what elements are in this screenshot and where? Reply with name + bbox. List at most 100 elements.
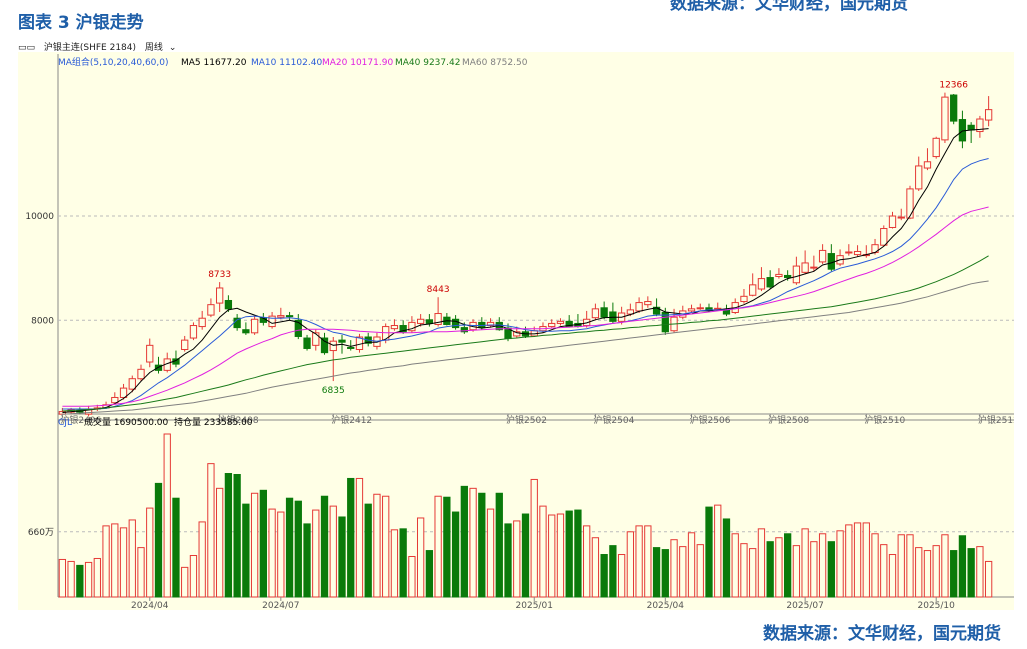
candle-body (906, 188, 914, 219)
volume-bar (984, 560, 993, 598)
price-x-tick-label: 沪银2510 (864, 414, 905, 426)
candle-body (250, 318, 259, 334)
volume-bar (390, 529, 399, 598)
volume-bar (687, 532, 696, 598)
candle-body (714, 307, 722, 310)
layout-icon[interactable]: ▭▭ (18, 43, 36, 53)
candle-body (652, 306, 661, 315)
volume-bar (486, 508, 495, 598)
price-annotation: 12366 (939, 81, 968, 91)
volume-bar (443, 496, 451, 598)
volume-bar (434, 495, 442, 598)
volume-bar (801, 528, 809, 598)
volume-bar (181, 566, 189, 598)
candle-body (792, 265, 801, 284)
instrument-label[interactable]: 沪银主连(SHFE 2184) (43, 43, 137, 53)
oi-legend: 持仓量 233585.00 (174, 416, 253, 428)
volume-bar (207, 463, 215, 598)
candle-body (548, 322, 556, 328)
candle-body (775, 273, 783, 278)
candle-body (198, 317, 206, 328)
volume-bar (574, 509, 582, 598)
volume-bar (818, 533, 827, 598)
candle-body (818, 249, 827, 263)
volume-bar (329, 505, 337, 598)
volume-bar (976, 546, 984, 598)
volume-bar (320, 495, 329, 598)
volume-bar (810, 541, 818, 598)
volume-bar (871, 533, 879, 598)
candle-body (451, 318, 460, 329)
volume-bar (661, 549, 669, 598)
volume-bar (216, 487, 224, 598)
volume-bar (845, 524, 853, 598)
volume-bar (923, 550, 932, 598)
volume-bar (312, 509, 320, 598)
volume-bar (775, 537, 783, 598)
volume-layer (58, 433, 993, 598)
volume-bar (233, 474, 241, 598)
volume-bar (792, 545, 801, 598)
volume-bar (932, 545, 940, 598)
volume-bar (198, 521, 206, 598)
volume-bar (853, 522, 862, 598)
price-x-tick-label: 沪银2408 (218, 414, 259, 426)
ma40-line (62, 255, 989, 412)
ma10-legend: MA10 11102.40 (251, 58, 322, 68)
volume-bar (696, 544, 704, 598)
volume-bar (950, 550, 958, 598)
volume-bar (259, 489, 267, 598)
volume-bar (93, 557, 101, 598)
candle-body (556, 320, 565, 324)
volume-bar (600, 554, 608, 598)
volume-bar (565, 510, 573, 598)
volume-bar (224, 473, 233, 598)
volume-x-tick-label: 2025/07 (786, 601, 823, 610)
candle-body (207, 304, 215, 316)
candle-body (425, 319, 434, 324)
volume-bar (460, 485, 468, 598)
volume-bar (652, 547, 661, 598)
candle-body (766, 277, 774, 288)
candle-body (810, 266, 818, 269)
price-annotation: 6835 (322, 386, 345, 396)
volume-bar (128, 519, 136, 598)
volume-bar (880, 544, 888, 598)
candle-body (303, 337, 311, 349)
volume-bar (705, 506, 713, 598)
volume-bar (425, 550, 434, 598)
volume-bar (722, 518, 731, 598)
volume-bar (670, 539, 678, 598)
y-tick-label: 10000 (25, 212, 54, 222)
candle-body (644, 301, 652, 306)
candle-body (880, 228, 888, 246)
volume-bar (495, 492, 503, 598)
page-title: 图表 3 沪银走势 (18, 13, 144, 33)
candle-body (111, 396, 119, 404)
volume-bar (862, 522, 870, 598)
candle-body (513, 331, 521, 337)
vol-indicator-label[interactable]: CJL (58, 418, 72, 428)
volume-bar (364, 503, 372, 598)
volume-bar (967, 548, 975, 598)
volume-bar (906, 534, 914, 598)
candle-body (216, 287, 224, 304)
volume-bar (242, 503, 250, 598)
period-selector[interactable]: 周线 ⌄ (145, 43, 183, 53)
candle-body (189, 325, 198, 339)
candle-body (784, 274, 792, 279)
candle-body (897, 216, 905, 219)
volume-bar (137, 547, 145, 598)
volume-bar (303, 523, 311, 598)
price-x-tick-label: 沪银2508 (768, 414, 809, 426)
volume-y-tick-label: 660万 (28, 528, 54, 538)
volume-bar (635, 525, 643, 598)
ma-group-label[interactable]: MA组合(5,10,20,40,60,0) (58, 56, 169, 68)
price-x-tick-label: 沪银2506 (690, 414, 731, 426)
volume-bar (416, 517, 425, 598)
volume-bar (250, 492, 259, 598)
volume-bar (146, 507, 154, 598)
candle-body (687, 308, 696, 312)
